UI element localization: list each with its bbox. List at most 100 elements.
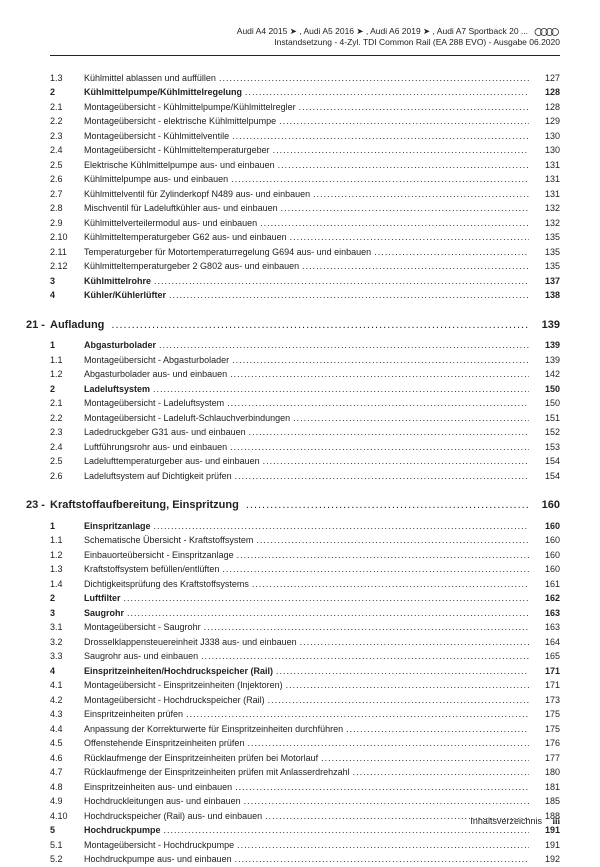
toc-row: 3.3Saugrohr aus- und einbauen165: [50, 650, 560, 664]
leader-dots: [231, 173, 529, 187]
leader-dots: [278, 159, 529, 173]
leader-dots: [263, 455, 529, 469]
toc-page: 175: [532, 708, 560, 722]
toc-page: 163: [532, 621, 560, 635]
toc-row: 1Einspritzanlage160: [50, 520, 560, 534]
toc-row: 2.6Kühlmittelpumpe aus- und einbauen131: [50, 173, 560, 187]
toc-page: 152: [532, 426, 560, 440]
leader-dots: [293, 412, 529, 426]
leader-dots: [321, 752, 529, 766]
toc-number: 2.8: [50, 202, 84, 216]
leader-dots: [201, 650, 529, 664]
leader-dots: [219, 72, 529, 86]
leader-dots: [279, 115, 529, 129]
toc-title: Drosselklappensteuereinheit J338 aus- un…: [84, 636, 297, 650]
toc-title: Rücklaufmenge der Einspritzeinheiten prü…: [84, 766, 350, 780]
toc-title: Montageübersicht - Einspritzeinheiten (I…: [84, 679, 283, 693]
toc-page: 138: [532, 289, 560, 303]
leader-dots: [249, 426, 529, 440]
toc-page: 176: [532, 737, 560, 751]
header-rule: [50, 55, 560, 56]
chapter-page: 160: [532, 497, 560, 514]
toc-number: 2.10: [50, 231, 84, 245]
leader-dots: [256, 534, 529, 548]
toc-page: 130: [532, 144, 560, 158]
toc-number: 2.5: [50, 455, 84, 469]
toc-title: Luftfilter: [84, 592, 121, 606]
leader-dots: [245, 86, 529, 100]
toc-page: 192: [532, 853, 560, 867]
toc-row: 3Saugrohr163: [50, 607, 560, 621]
leader-dots: [237, 839, 529, 853]
toc-row: 4.8Einspritzeinheiten aus- und einbauen1…: [50, 781, 560, 795]
toc-row: 2.4Montageübersicht - Kühlmitteltemperat…: [50, 144, 560, 158]
leader-dots: [154, 520, 529, 534]
toc-row: 1.3Kraftstoffsystem befüllen/entlüften16…: [50, 563, 560, 577]
toc-row: 4Einspritzeinheiten/Hochdruckspeicher (R…: [50, 665, 560, 679]
table-of-contents: 1.3Kühlmittel ablassen und auffüllen127 2…: [50, 72, 560, 867]
toc-row: 4Kühler/Kühlerlüfter138: [50, 289, 560, 303]
leader-dots: [186, 708, 529, 722]
toc-row: 2Luftfilter162: [50, 592, 560, 606]
toc-title: Anpassung der Korrekturwerte für Einspri…: [84, 723, 343, 737]
toc-row: 1.4Dichtigkeitsprüfung des Kraftstoffsys…: [50, 578, 560, 592]
toc-page: 165: [532, 650, 560, 664]
toc-title: Kühlmitteltemperaturgeber 2 G802 aus- un…: [84, 260, 299, 274]
toc-number: 2.3: [50, 426, 84, 440]
toc-row: 2.10Kühlmitteltemperaturgeber G62 aus- u…: [50, 231, 560, 245]
toc-number: 2.4: [50, 441, 84, 455]
footer-label: Inhaltsverzeichnis: [470, 816, 542, 826]
leader-dots: [153, 383, 529, 397]
toc-number: 3.1: [50, 621, 84, 635]
toc-title: Abgasturbolader: [84, 339, 156, 353]
toc-title: Montageübersicht - Kühlmittelpumpe/Kühlm…: [84, 101, 296, 115]
toc-page: 171: [532, 665, 560, 679]
toc-row: 2.2Montageübersicht - Ladeluft-Schlauchv…: [50, 412, 560, 426]
leader-dots: [268, 694, 529, 708]
toc-row: 1.1Montageübersicht - Abgasturbolader139: [50, 354, 560, 368]
toc-title: Kühlmittel ablassen und auffüllen: [84, 72, 216, 86]
leader-dots: [230, 441, 529, 455]
toc-number: 4.9: [50, 795, 84, 809]
toc-row: 3Kühlmittelrohre137: [50, 275, 560, 289]
toc-row: 2.1Montageübersicht - Ladeluftsystem150: [50, 397, 560, 411]
toc-title: Montageübersicht - Ladeluft-Schlauchverb…: [84, 412, 290, 426]
toc-page: 131: [532, 173, 560, 187]
toc-title: Kühlmittelpumpe aus- und einbauen: [84, 173, 228, 187]
leader-dots: [302, 260, 529, 274]
chapter-title: Aufladung: [50, 317, 108, 334]
toc-title: Elektrische Kühlmittelpumpe aus- und ein…: [84, 159, 275, 173]
toc-title: Temperaturgeber für Motortemperaturregel…: [84, 246, 371, 260]
toc-number: 1: [50, 520, 84, 534]
toc-title: Rücklaufmenge der Einspritzeinheiten prü…: [84, 752, 318, 766]
leader-dots: [235, 470, 529, 484]
toc-title: Saugrohr: [84, 607, 124, 621]
toc-page: 173: [532, 694, 560, 708]
toc-title: Schematische Übersicht - Kraftstoffsyste…: [84, 534, 253, 548]
toc-page: 160: [532, 563, 560, 577]
toc-page: 160: [532, 520, 560, 534]
leader-dots: [290, 231, 529, 245]
toc-number: 2.6: [50, 470, 84, 484]
toc-title: Ladedruckgeber G31 aus- und einbauen: [84, 426, 246, 440]
toc-number: 4: [50, 289, 84, 303]
toc-row: 2.5Ladelufttemperaturgeber aus- und einb…: [50, 455, 560, 469]
leader-dots: [235, 781, 529, 795]
toc-row: 4.7Rücklaufmenge der Einspritzeinheiten …: [50, 766, 560, 780]
leader-dots: [164, 824, 529, 838]
toc-title: Montageübersicht - elektrische Kühlmitte…: [84, 115, 276, 129]
chapter-number: 21 -: [26, 317, 50, 334]
toc-row: 1.3Kühlmittel ablassen und auffüllen127: [50, 72, 560, 86]
toc-title: Saugrohr aus- und einbauen: [84, 650, 198, 664]
toc-number: 5: [50, 824, 84, 838]
toc-row: 3.2Drosselklappensteuereinheit J338 aus-…: [50, 636, 560, 650]
leader-dots: [204, 621, 529, 635]
header-subtitle: Instandsetzung - 4-Zyl. TDI Common Rail …: [50, 37, 560, 48]
toc-row: 5.1Montageübersicht - Hochdruckpumpe191: [50, 839, 560, 853]
toc-number: 2.1: [50, 101, 84, 115]
toc-page: 180: [532, 766, 560, 780]
toc-number: 4.3: [50, 708, 84, 722]
toc-title: Montageübersicht - Hochdruckspeicher (Ra…: [84, 694, 265, 708]
toc-title: Kühlmittelventil für Zylinderkopf N489 a…: [84, 188, 310, 202]
leader-dots: [235, 853, 529, 867]
